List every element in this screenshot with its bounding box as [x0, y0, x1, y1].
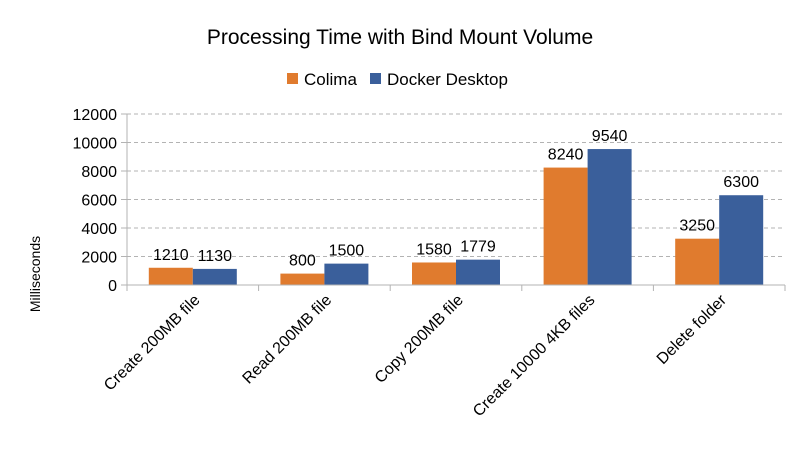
bar-docker-desktop-3	[456, 259, 500, 285]
data-label: 1779	[460, 239, 496, 256]
bar-colima-4	[543, 167, 588, 285]
y-tick-label: 2000	[81, 250, 117, 267]
y-tick-label: 12000	[73, 107, 118, 124]
legend-swatch-docker-desktop	[370, 73, 381, 84]
data-label: 8240	[548, 147, 584, 164]
bar-docker-desktop-1	[192, 268, 237, 285]
legend-swatch-colima	[287, 73, 298, 84]
bar-docker-desktop-2	[324, 263, 369, 285]
data-label: 1580	[416, 241, 452, 258]
y-tick-label: 10000	[73, 136, 118, 153]
data-label: 1210	[153, 247, 189, 264]
chart-title: Processing Time with Bind Mount Volume	[207, 26, 593, 49]
y-tick-label: 8000	[81, 164, 117, 181]
data-label: 1500	[329, 243, 365, 260]
legend-label-docker-desktop: Docker Desktop	[387, 70, 508, 89]
data-label: 9540	[592, 128, 628, 145]
y-axis-ticks: 0 2000 4000 6000 8000 10000 12000	[73, 107, 127, 295]
category-label: Delete folder	[654, 291, 731, 368]
bar-docker-desktop-4	[587, 149, 632, 285]
data-label: 800	[289, 253, 316, 270]
bar-colima-2	[280, 273, 325, 285]
data-labels: 1210 1130 800 1500 1580 1779 8240 9540 3250 6300	[153, 128, 759, 270]
legend-label-colima: Colima	[304, 70, 357, 89]
bar-colima-5	[675, 238, 720, 285]
gridlines	[127, 113, 785, 257]
y-tick-label: 4000	[81, 221, 117, 238]
category-label: Create 200MB file	[101, 292, 204, 395]
bar-colima-1	[148, 267, 193, 285]
y-tick-label: 6000	[81, 193, 117, 210]
y-axis-label: Milliseconds	[27, 236, 43, 312]
bars	[148, 149, 764, 285]
legend: Colima Docker Desktop	[287, 70, 508, 89]
category-label: Create 10000 4KB files	[470, 292, 598, 420]
data-label: 3250	[679, 218, 715, 235]
data-label: 1130	[198, 248, 233, 265]
y-tick-label: 0	[108, 278, 117, 295]
bar-docker-desktop-5	[719, 195, 764, 285]
category-label: Read 200MB file	[240, 292, 336, 388]
bar-colima-3	[412, 262, 456, 285]
x-axis	[126, 114, 786, 291]
category-label: Copy 200MB file	[372, 292, 467, 387]
category-labels: Create 200MB file Read 200MB file Copy 200…	[101, 291, 730, 420]
data-label: 6300	[723, 174, 759, 191]
